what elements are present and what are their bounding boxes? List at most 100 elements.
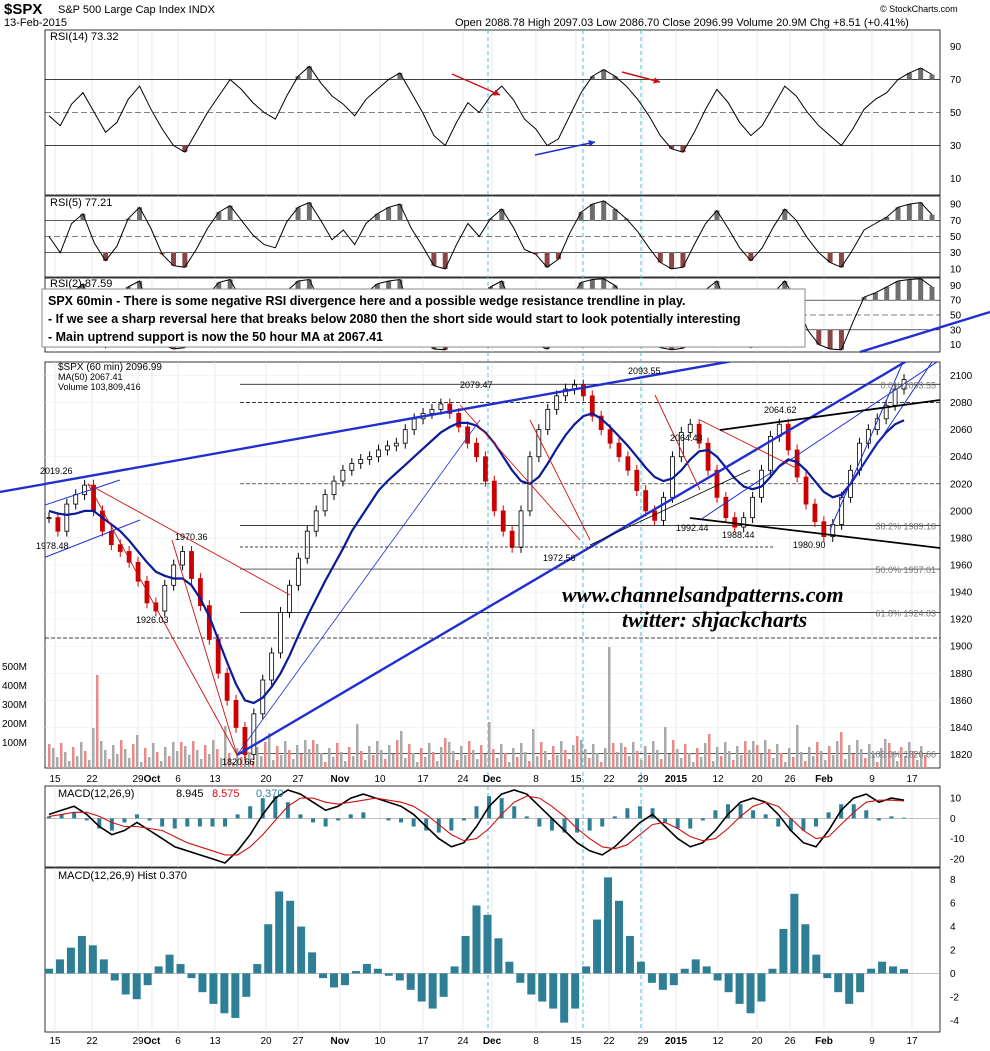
volume-bar: [420, 748, 423, 768]
volume-bar: [280, 755, 283, 768]
price-tick: 2040: [950, 452, 973, 463]
macd-hist-bar: [72, 812, 77, 819]
hist-bar: [790, 893, 799, 974]
volume-bar: [908, 742, 911, 768]
macd-signal-value: 8.575: [212, 788, 240, 800]
volume-bar: [524, 752, 527, 768]
macd-hist-bar: [625, 808, 630, 819]
hist-bar: [768, 968, 777, 974]
candle-body: [518, 510, 524, 548]
volume-bar: [492, 749, 495, 768]
macd-hist-bar: [336, 818, 341, 821]
volume-bar: [824, 760, 827, 768]
volume-bar: [432, 752, 435, 768]
volume-bar: [180, 742, 183, 768]
volume-bar: [88, 760, 91, 768]
macd-hist-bar: [223, 818, 228, 827]
volume-bar: [668, 754, 671, 768]
volume-bar: [796, 725, 799, 768]
price-tick: 1980: [950, 533, 973, 544]
x-tick-label: 27: [292, 774, 304, 785]
x-tick-label: 22: [603, 1036, 615, 1047]
price-label: 1926.03: [136, 615, 169, 625]
volume-bar: [568, 759, 571, 768]
price-tick: 1840: [950, 723, 973, 734]
candle-body: [536, 429, 542, 458]
hist-tick: -4: [950, 1016, 959, 1027]
volume-bar: [272, 760, 275, 768]
price-label: 2079.47: [460, 380, 493, 390]
macd-hist-bar: [725, 804, 730, 819]
fib-label: 50.0% 1957.01: [875, 565, 936, 575]
macd-hist-bar: [813, 818, 818, 827]
volume-tick: 400M: [2, 681, 27, 692]
candle-body: [198, 578, 203, 606]
volume-bar: [600, 762, 603, 768]
volume-bar: [896, 761, 899, 768]
candle-body: [625, 456, 631, 471]
hist-bar: [823, 973, 832, 979]
macd-hist-bar: [386, 818, 391, 821]
volume-bar: [344, 761, 347, 768]
hist-bar: [900, 969, 908, 974]
macd-hist-bar: [122, 818, 127, 823]
volume-bar: [192, 741, 195, 768]
hist-bar: [77, 935, 86, 974]
volume-bar: [456, 760, 459, 768]
volume-bar: [444, 738, 447, 768]
hist-bar: [340, 973, 349, 986]
volume-bar: [104, 750, 107, 768]
frame-macd: [44, 785, 941, 868]
volume-bar: [408, 744, 411, 768]
volume-tick: 500M: [2, 662, 27, 673]
volume-bar: [512, 748, 515, 768]
hist-bar: [198, 973, 207, 993]
black-trendline: [689, 517, 940, 549]
volume-bar: [164, 747, 167, 768]
x-tick-label: 26: [784, 1036, 796, 1047]
x-tick-label: 29: [132, 1036, 144, 1047]
volume-bar: [480, 745, 483, 768]
hist-bar: [110, 973, 119, 981]
annotation-line-3: - Main uptrend support is now the 50 hou…: [48, 330, 383, 344]
volume-bar: [856, 740, 859, 768]
hist-bar: [615, 900, 623, 974]
macd-hist-bar: [512, 806, 517, 819]
x-tick-label: 15: [49, 774, 61, 785]
candle-body: [358, 459, 364, 464]
rsi5-legend: RSI(5) 77.21: [50, 197, 112, 209]
volume-bar: [160, 761, 163, 768]
macd-hist-bar: [449, 818, 454, 831]
volume-bar: [148, 757, 151, 768]
macd-hist-bar: [298, 814, 303, 819]
candle-body: [741, 517, 747, 528]
candle-body: [385, 445, 390, 451]
x-tick-label: 15: [570, 774, 582, 785]
volume-bar: [536, 756, 539, 768]
volume-bar: [240, 757, 243, 768]
macd-hist-bar: [587, 818, 592, 831]
price-tick: 2020: [950, 479, 973, 490]
candle-body: [607, 429, 613, 444]
black-trendline: [719, 399, 940, 431]
candle-body: [634, 469, 640, 491]
price-tick: 1960: [950, 561, 973, 572]
candle-body: [73, 494, 79, 505]
trendline-group: [45, 362, 940, 757]
volume-bar: [76, 756, 79, 768]
symbol: $SPX: [4, 1, 42, 18]
hist-bar: [867, 968, 876, 974]
x-tick-label: 8: [533, 774, 539, 785]
volume-bar: [892, 752, 895, 768]
volume-bar: [648, 755, 651, 768]
volume-bar: [800, 752, 803, 768]
hist-bar: [242, 973, 251, 997]
volume-bar: [388, 745, 391, 768]
candle-body: [785, 423, 791, 451]
volume-bar: [860, 749, 863, 768]
volume-bar: [788, 748, 791, 768]
brand-logo: © StockCharts.com: [880, 4, 958, 14]
candle-body: [705, 442, 711, 471]
frame-hist: [44, 867, 941, 1033]
